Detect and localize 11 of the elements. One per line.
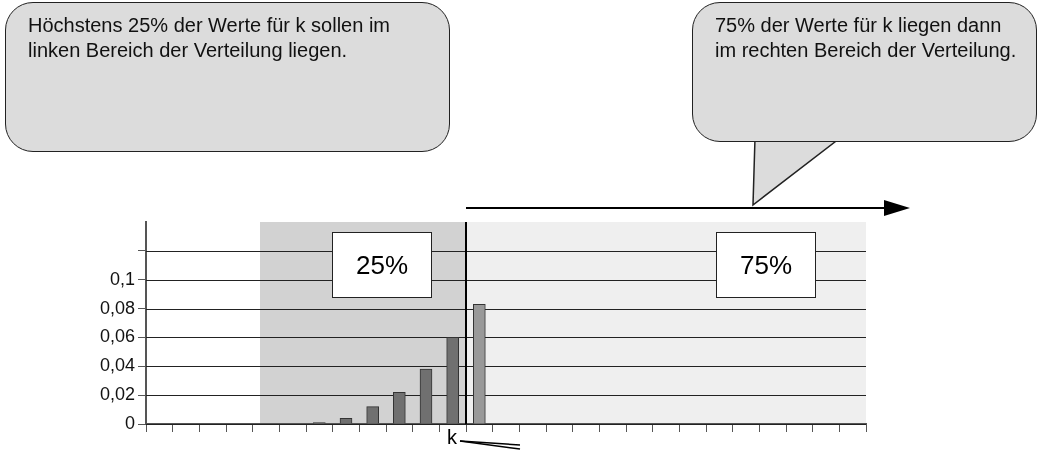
y-tick-label: 0,1 <box>109 268 135 289</box>
y-tick-label: 0,04 <box>99 355 135 376</box>
y-tick-label: 0,08 <box>99 297 135 318</box>
text: 75% der Werte für k liegen dann im rechten Bereich der Verteilung. <box>692 2 1037 142</box>
text: Höchstens 25% der Werte für k sollen im linken Bereich der Verteilung liegen. <box>5 2 450 152</box>
y-tick-label: 0 <box>124 412 135 433</box>
annotation: 75% <box>716 232 816 298</box>
y-tick-label: 0,02 <box>99 384 135 405</box>
annotation: 25% <box>332 232 432 298</box>
text: k <box>446 426 458 448</box>
y-tick-label: 0,06 <box>99 326 135 347</box>
